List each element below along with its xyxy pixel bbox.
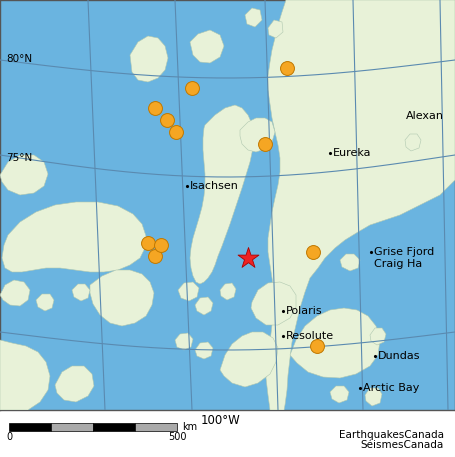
Polygon shape [72, 284, 90, 301]
Polygon shape [370, 328, 386, 345]
Bar [93, 423, 136, 431]
Polygon shape [266, 0, 455, 410]
Point [172, 128, 180, 136]
Polygon shape [90, 270, 154, 326]
Text: Arctic Bay: Arctic Bay [363, 383, 420, 393]
Polygon shape [0, 340, 50, 410]
Text: Resolute: Resolute [286, 331, 334, 341]
Polygon shape [130, 36, 168, 82]
Polygon shape [55, 366, 94, 402]
Point [309, 248, 317, 255]
Point [283, 64, 291, 72]
Polygon shape [36, 294, 54, 311]
Point [313, 342, 321, 350]
Text: km: km [182, 422, 197, 432]
Polygon shape [2, 202, 146, 272]
Polygon shape [195, 342, 213, 359]
Text: 75°N: 75°N [6, 153, 32, 163]
Text: Dundas: Dundas [378, 351, 420, 361]
Polygon shape [268, 20, 283, 38]
Polygon shape [405, 134, 421, 151]
Polygon shape [240, 118, 275, 152]
Polygon shape [195, 297, 213, 315]
Polygon shape [175, 333, 193, 350]
Polygon shape [0, 155, 48, 195]
Point [157, 241, 165, 249]
Bar [51, 423, 93, 431]
Point [163, 117, 171, 124]
Text: Isachsen: Isachsen [190, 181, 239, 191]
Bar [136, 423, 177, 431]
Point [144, 239, 152, 247]
Text: Eureka: Eureka [333, 148, 371, 158]
Point [188, 85, 196, 92]
Polygon shape [251, 282, 296, 325]
Polygon shape [190, 105, 254, 284]
Polygon shape [0, 280, 30, 306]
Bar [9, 423, 51, 431]
Text: SéismesCanada: SéismesCanada [360, 440, 444, 450]
Point [244, 255, 252, 262]
Text: EarthquakesCanada: EarthquakesCanada [339, 430, 444, 440]
Text: 100°W: 100°W [201, 414, 241, 427]
Point [152, 252, 159, 260]
Point [152, 104, 159, 112]
Polygon shape [290, 308, 380, 378]
Polygon shape [245, 8, 262, 27]
Text: Alexan: Alexan [406, 111, 444, 121]
Point [261, 140, 268, 148]
Text: 0: 0 [6, 432, 12, 442]
Polygon shape [330, 386, 349, 403]
Polygon shape [220, 332, 278, 387]
Polygon shape [178, 282, 199, 301]
Text: 80°N: 80°N [6, 54, 32, 64]
Polygon shape [365, 388, 382, 406]
Polygon shape [220, 283, 236, 300]
Text: Grise Fjord: Grise Fjord [374, 247, 434, 257]
Text: Craig Ha: Craig Ha [374, 259, 422, 269]
Text: 500: 500 [168, 432, 187, 442]
Polygon shape [190, 30, 224, 63]
Polygon shape [340, 254, 360, 271]
Text: Polaris: Polaris [286, 306, 323, 316]
